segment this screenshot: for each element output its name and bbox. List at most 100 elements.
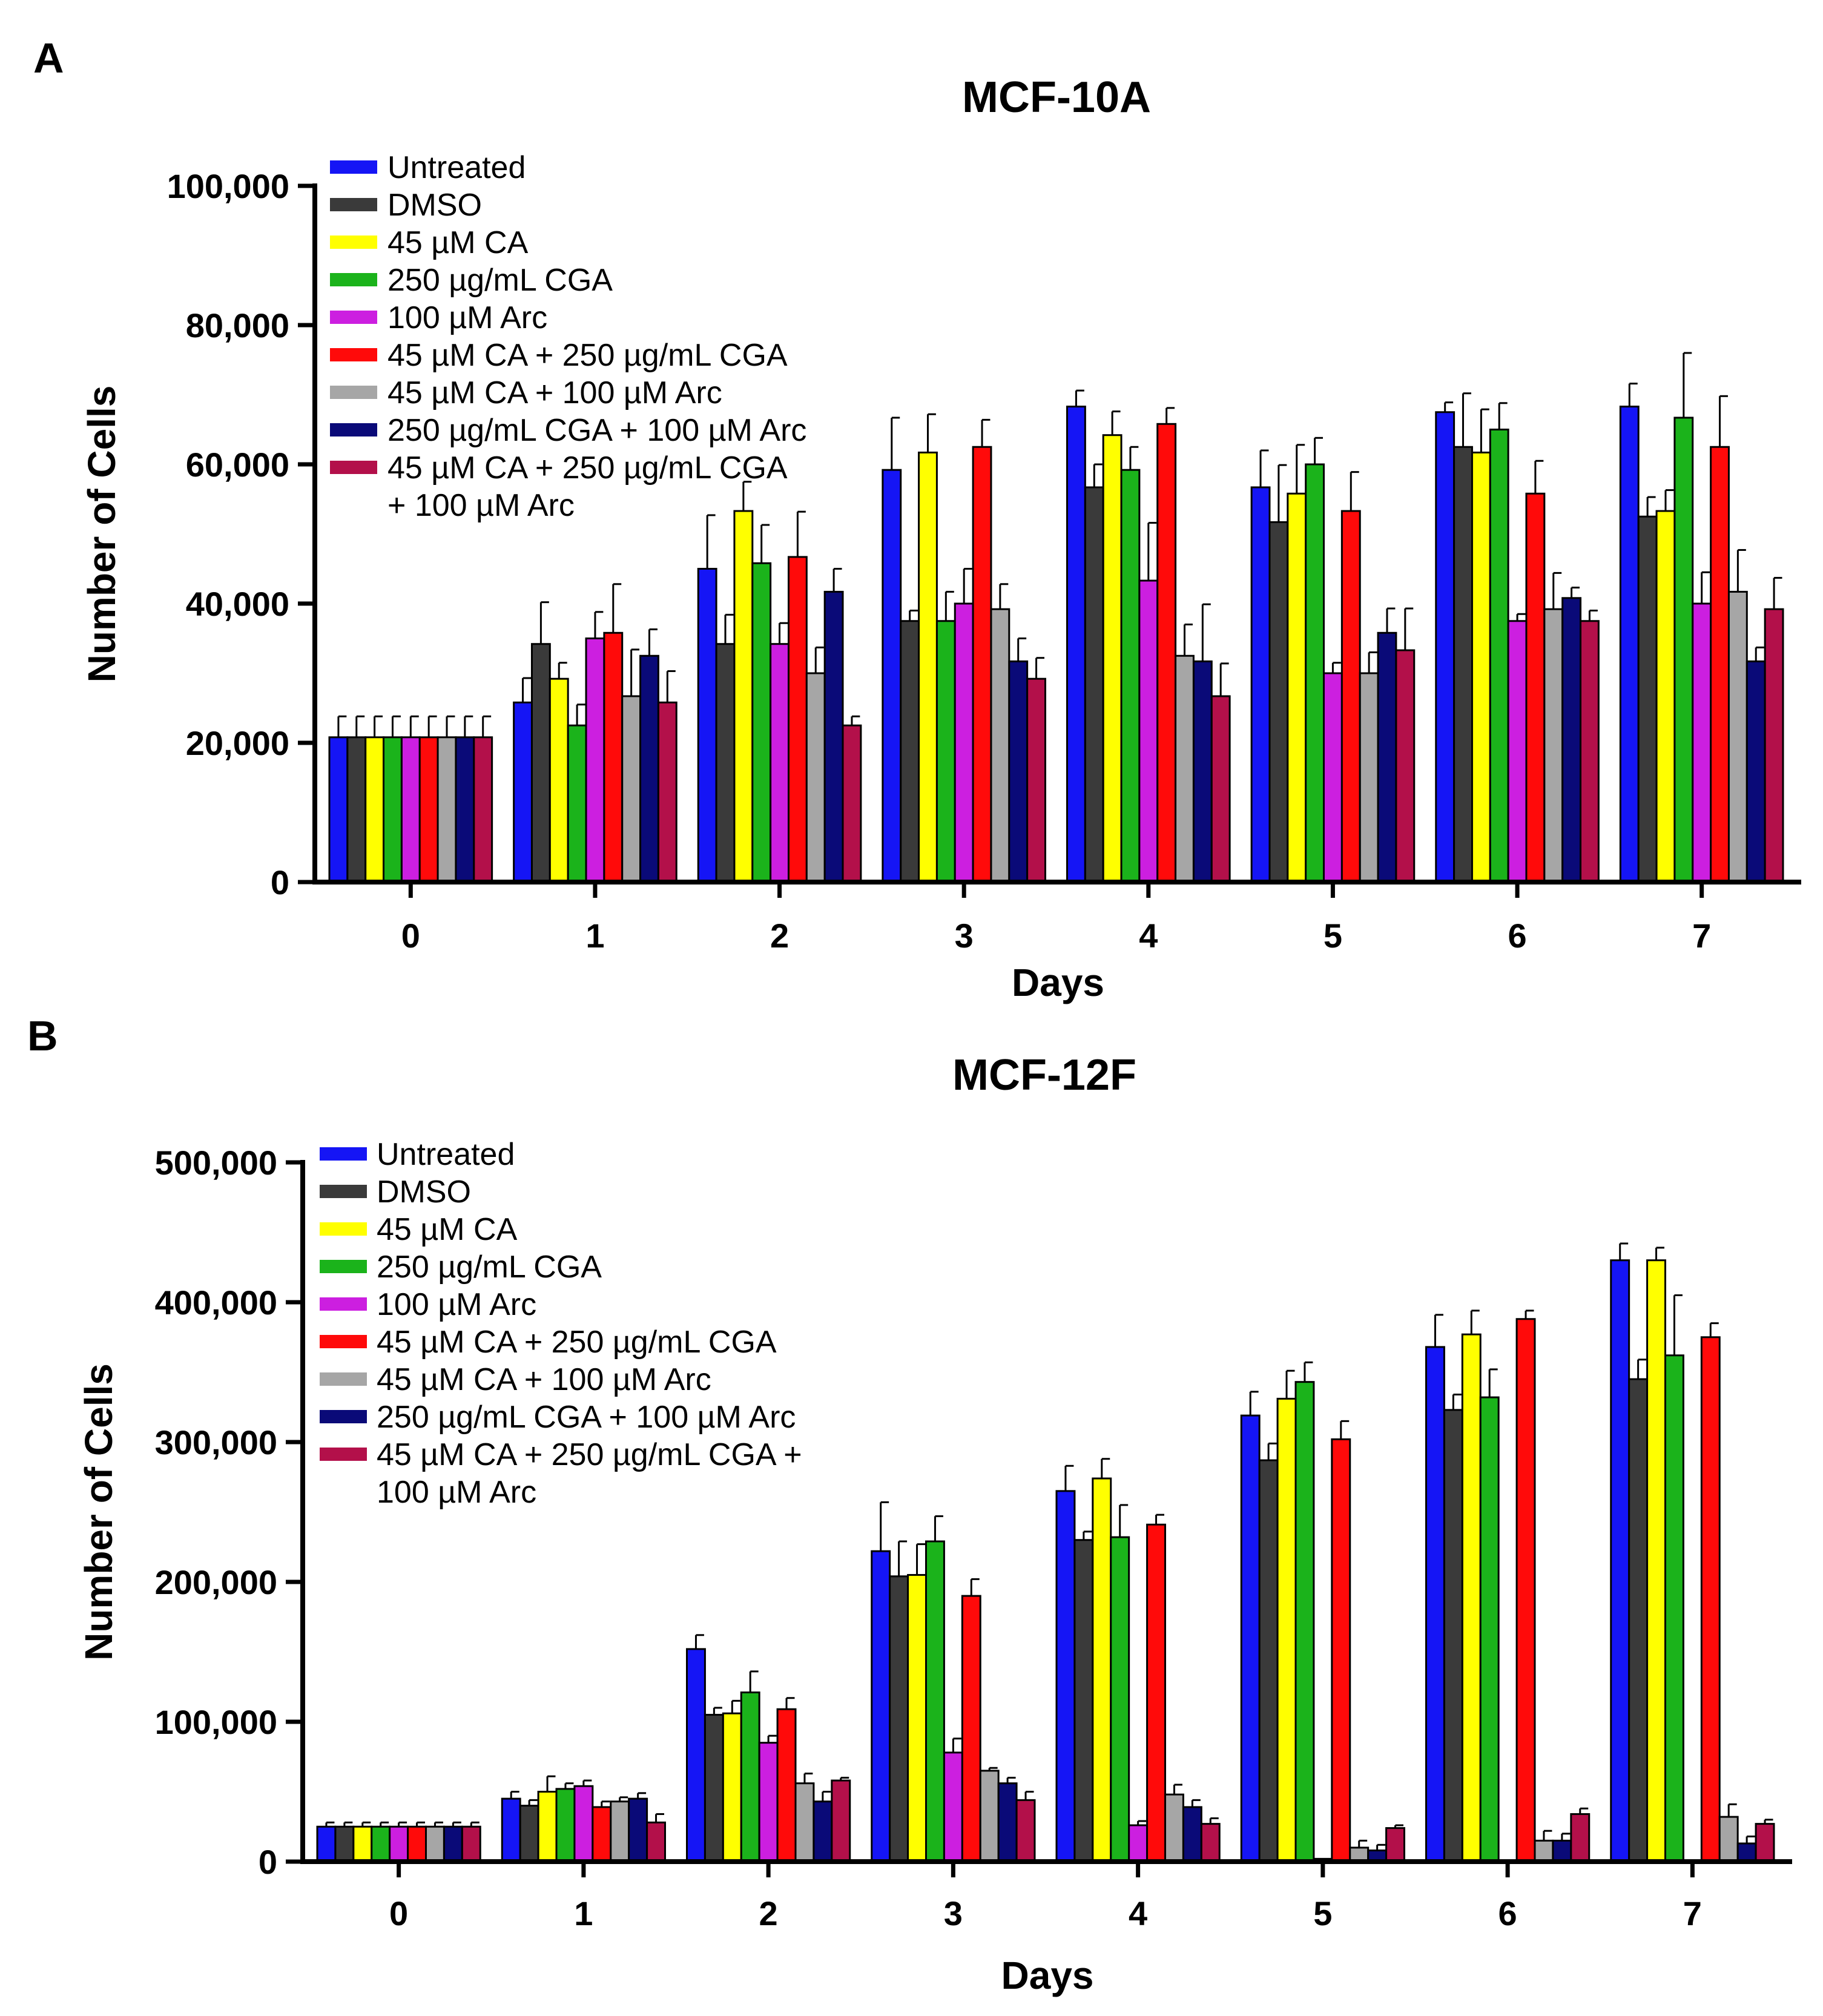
bar-b-day5-s0 [1240, 1414, 1261, 1863]
bar-b-day7-s2 [1646, 1259, 1666, 1863]
legend-label-a: Untreated [387, 150, 526, 185]
bar-a-day1-s4 [585, 637, 605, 883]
bar-b-day1-s1 [519, 1805, 539, 1863]
bar-a-day4-s1 [1084, 486, 1104, 883]
bar-a-day1-s0 [513, 701, 533, 883]
x-tick-label-a: 7 [1692, 917, 1711, 955]
bar-b-day2-s5 [776, 1708, 797, 1863]
bar-a-day4-s8 [1210, 695, 1231, 883]
bar-a-day0-s7 [455, 736, 475, 883]
bar-a-day2-s6 [805, 672, 826, 883]
legend-label-a: 45 µM CA + 250 µg/mL CGA [387, 450, 788, 486]
bar-b-day2-s1 [704, 1713, 724, 1863]
legend-swatch-a [330, 273, 377, 286]
bar-a-day7-s5 [1710, 446, 1730, 883]
bar-b-day3-s2 [907, 1573, 928, 1863]
bar-a-day3-s3 [935, 620, 956, 883]
bar-b-day5-s5 [1331, 1438, 1351, 1863]
bar-b-day1-s7 [628, 1797, 648, 1863]
bar-a-day2-s7 [823, 590, 844, 883]
bar-a-day7-s2 [1655, 510, 1676, 883]
legend-swatch-a [330, 198, 377, 211]
bar-a-day2-s0 [697, 568, 717, 883]
x-tick-label-a: 4 [1139, 917, 1158, 955]
bar-a-day2-s2 [733, 510, 754, 883]
legend-label-b: 250 µg/mL CGA [377, 1250, 602, 1285]
bar-a-day4-s2 [1102, 434, 1122, 883]
bar-a-day3-s2 [918, 451, 938, 883]
bar-a-day4-s3 [1120, 469, 1141, 883]
x-tick-label-b: 0 [389, 1894, 408, 1932]
legend-label-b: 45 µM CA [377, 1212, 518, 1247]
bar-b-day0-s3 [371, 1825, 391, 1863]
bar-a-day0-s2 [364, 736, 385, 883]
bar-a-day3-s8 [1026, 677, 1047, 883]
bar-b-day0-s8 [461, 1825, 481, 1863]
y-axis-title-b: Number of Cells [77, 1363, 120, 1661]
bar-b-day4-s5 [1146, 1523, 1167, 1863]
bar-a-day7-s0 [1619, 406, 1640, 883]
bar-b-day2-s7 [813, 1800, 833, 1863]
y-tick-label-a: 80,000 [186, 306, 289, 344]
bar-b-day2-s4 [758, 1742, 779, 1863]
x-tick-label-b: 2 [759, 1894, 778, 1932]
bar-a-day6-s6 [1543, 608, 1564, 883]
bar-a-day5-s3 [1305, 463, 1325, 883]
y-tick-label-a: 100,000 [167, 167, 289, 205]
bar-a-day0-s4 [400, 736, 421, 883]
legend-swatch-b [320, 1297, 367, 1311]
bar-b-day7-s7 [1736, 1842, 1757, 1863]
bar-a-day2-s5 [787, 556, 808, 883]
bar-b-day0-s6 [425, 1825, 445, 1863]
bar-a-day6-s2 [1471, 451, 1491, 883]
bar-b-day4-s2 [1092, 1477, 1112, 1863]
y-tick-label-b: 200,000 [155, 1563, 277, 1601]
bar-a-day5-s7 [1377, 631, 1397, 883]
bar-a-day3-s7 [1008, 660, 1029, 883]
bar-b-day2-s6 [794, 1782, 815, 1863]
bar-a-day4-s0 [1066, 406, 1086, 883]
bar-a-day3-s5 [972, 446, 992, 883]
bar-a-day4-s4 [1138, 579, 1159, 883]
bar-b-day5-s2 [1276, 1397, 1297, 1863]
x-axis-title-b: Days [1001, 1954, 1094, 1997]
legend-swatch-a [330, 386, 377, 399]
bar-b-day6-s2 [1461, 1333, 1482, 1863]
legend-label-cont-a: + 100 µM Arc [387, 488, 575, 523]
panel-letter-a: A [33, 35, 64, 82]
chart-mcf-12f: MCF-12F Number of Cells Days 0 100,000 200,00… [77, 1051, 1792, 1997]
bar-a-day7-s1 [1637, 515, 1658, 883]
x-tick-label-b: 1 [574, 1894, 593, 1932]
x-tick-label-a: 1 [585, 917, 604, 955]
bar-a-day7-s8 [1764, 608, 1784, 883]
legend-label-cont-b: 100 µM Arc [377, 1475, 536, 1510]
bar-a-day4-s7 [1192, 660, 1213, 883]
bar-b-day3-s3 [925, 1540, 945, 1863]
bar-a-day0-s3 [383, 736, 403, 883]
bar-a-day6-s7 [1561, 597, 1582, 883]
y-tick-label-b: 100,000 [155, 1703, 277, 1741]
y-tick-label-b: 500,000 [155, 1144, 277, 1182]
bar-b-day6-s0 [1425, 1346, 1445, 1863]
bar-b-day2-s2 [722, 1712, 742, 1863]
bar-b-day0-s0 [316, 1825, 337, 1863]
bar-b-day1-s6 [610, 1800, 630, 1863]
bar-b-day7-s6 [1718, 1816, 1739, 1863]
x-tick-label-b: 5 [1313, 1894, 1332, 1932]
bar-b-day5-s3 [1294, 1381, 1315, 1863]
x-tick-label-a: 2 [770, 917, 789, 955]
legend-swatch-a [330, 236, 377, 249]
bar-a-day5-s0 [1250, 486, 1271, 883]
x-tick-label-b: 3 [944, 1894, 963, 1932]
legend-label-b: 45 µM CA + 250 µg/mL CGA + [377, 1437, 802, 1472]
bar-a-day5-s8 [1395, 649, 1416, 883]
bar-a-day5-s1 [1268, 521, 1289, 883]
bar-a-day5-s5 [1340, 510, 1361, 883]
panel-letter-b: B [27, 1012, 58, 1059]
bar-a-day3-s6 [990, 608, 1010, 883]
legend-label-b: 100 µM Arc [377, 1287, 536, 1322]
legend-swatch-b [320, 1410, 367, 1423]
bar-a-day6-s5 [1525, 492, 1546, 883]
bar-b-day7-s1 [1628, 1378, 1649, 1863]
